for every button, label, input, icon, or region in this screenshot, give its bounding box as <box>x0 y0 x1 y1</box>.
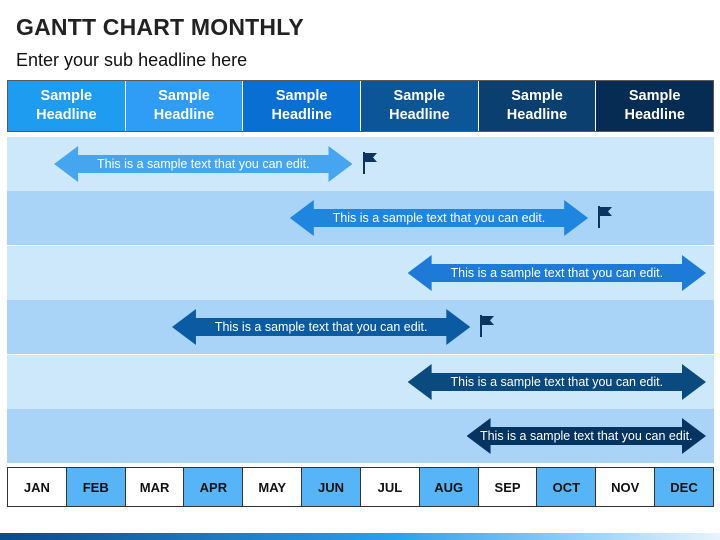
header-label: Sample Headline <box>624 88 685 123</box>
gantt-body: This is a sample text that you can edit.… <box>7 137 714 463</box>
task-arrow-6[interactable]: This is a sample text that you can edit. <box>467 418 706 454</box>
page-title: GANTT CHART MONTHLY <box>16 14 304 40</box>
task-arrow-5[interactable]: This is a sample text that you can edit. <box>408 364 706 400</box>
bottom-accent-bar <box>0 533 720 540</box>
month-cell: NOV <box>596 468 656 506</box>
header-row: Sample Headline Sample Headline Sample H… <box>7 80 714 132</box>
header-cell-2[interactable]: Sample Headline <box>125 81 244 131</box>
gantt-row-1: This is a sample text that you can edit. <box>7 137 714 191</box>
month-cell: AUG <box>419 468 479 506</box>
flag-icon <box>362 152 377 174</box>
page-subtitle: Enter your sub headline here <box>16 50 248 70</box>
month-cell: FEB <box>66 468 126 506</box>
header-cell-4[interactable]: Sample Headline <box>361 81 479 131</box>
header-cell-3[interactable]: Sample Headline <box>243 81 362 131</box>
task-arrow-4[interactable]: This is a sample text that you can edit. <box>172 309 470 345</box>
header-cell-1[interactable]: Sample Headline <box>8 81 126 131</box>
task-label: This is a sample text that you can edit. <box>332 211 546 225</box>
task-label: This is a sample text that you can edit. <box>450 375 664 389</box>
task-arrow-3[interactable]: This is a sample text that you can edit. <box>408 255 706 291</box>
month-cell: SEP <box>478 468 538 506</box>
gantt-row-2: This is a sample text that you can edit. <box>7 191 714 245</box>
month-cell: DEC <box>655 468 713 506</box>
month-cell: JUL <box>360 468 420 506</box>
month-axis: JAN FEB MAR APR MAY JUN JUL AUG SEP OCT … <box>7 467 714 507</box>
header-cell-5[interactable]: Sample Headline <box>478 81 597 131</box>
month-cell: APR <box>184 468 244 506</box>
task-label: This is a sample text that you can edit. <box>450 266 664 280</box>
flag-icon <box>480 315 495 337</box>
header-label: Sample Headline <box>153 88 215 123</box>
header-label: Sample Headline <box>506 88 568 123</box>
task-label: This is a sample text that you can edit. <box>97 157 310 171</box>
month-cell: OCT <box>537 468 597 506</box>
header-label: Sample Headline <box>36 88 97 123</box>
header-cell-6[interactable]: Sample Headline <box>596 81 714 131</box>
month-cell: MAR <box>125 468 185 506</box>
gantt-row-6: This is a sample text that you can edit. <box>7 409 714 463</box>
header-label: Sample Headline <box>271 88 332 123</box>
gantt-row-5: This is a sample text that you can edit. <box>7 355 714 409</box>
gantt-row-3: This is a sample text that you can edit. <box>7 246 714 300</box>
task-arrow-2[interactable]: This is a sample text that you can edit. <box>290 200 588 236</box>
task-label: This is a sample text that you can edit. <box>214 320 428 334</box>
month-cell: JUN <box>302 468 361 506</box>
month-cell: MAY <box>243 468 303 506</box>
task-label: This is a sample text that you can edit. <box>479 429 693 443</box>
header-label: Sample Headline <box>389 88 450 123</box>
task-arrow-1[interactable]: This is a sample text that you can edit. <box>54 146 352 182</box>
month-cell: JAN <box>8 468 67 506</box>
gantt-row-4: This is a sample text that you can edit. <box>7 300 714 354</box>
flag-icon <box>598 206 613 228</box>
